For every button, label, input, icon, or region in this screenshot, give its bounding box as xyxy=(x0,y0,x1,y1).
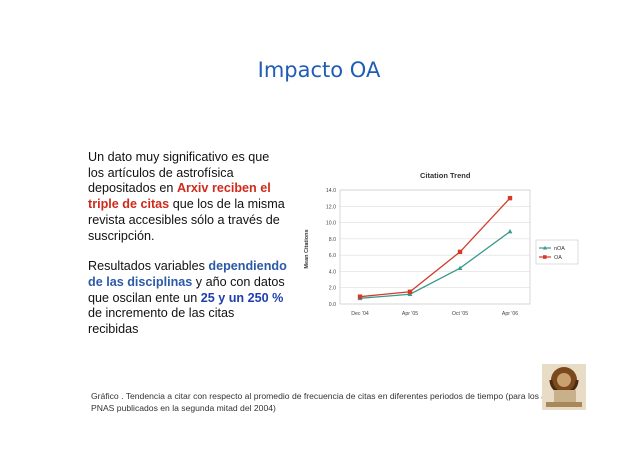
data-point-oa xyxy=(407,289,413,294)
chart-title: Citation Trend xyxy=(420,171,471,180)
plot-area: 0.0 2.0 4.0 6.0 8.0 10.0 12.0 14.0 Dec '04 Apr '0… xyxy=(326,188,531,317)
y-tick-label: 8.0 xyxy=(329,237,336,243)
series-line-noa xyxy=(359,231,511,299)
legend-box xyxy=(535,239,579,265)
plot-background xyxy=(339,189,531,305)
highlight-disciplines: dependiendo de las disciplinas xyxy=(88,259,287,289)
data-point-oa xyxy=(507,195,513,201)
chart-y-axis-label: Mean Citations xyxy=(304,229,310,268)
data-point-noa xyxy=(507,228,513,234)
x-tick-label: Apr '06 xyxy=(502,311,518,317)
y-tick-label: 6.0 xyxy=(329,253,336,259)
y-tick-label: 2.0 xyxy=(329,286,336,292)
paragraph-results: Resultados variables dependiendo de las … xyxy=(88,259,288,338)
data-point-oa xyxy=(457,249,463,255)
x-tick-label: Oct '05 xyxy=(452,311,468,317)
y-tick-label: 14.0 xyxy=(326,188,336,194)
y-tick-label: 12.0 xyxy=(326,204,336,210)
citation-trend-chart: Citation Trend Mean Citations 0.0 2.0 4.0 6… xyxy=(298,162,586,332)
legend-label-noa: nOA xyxy=(554,246,565,252)
y-tick-label: 4.0 xyxy=(329,269,336,275)
highlight-arxiv: Arxiv reciben el triple de citas xyxy=(88,181,271,212)
paragraph-results-mid: y año con datos que oscilan ente un xyxy=(88,274,285,305)
paragraph-arxiv: Un dato muy significativo es que los art… xyxy=(88,150,288,244)
paragraph-results-end: de incremento de las citas recibidas xyxy=(88,306,235,337)
institution-logo-icon xyxy=(534,360,590,416)
body-text: Un dato muy significativo es que los art… xyxy=(88,150,288,353)
series-line-oa xyxy=(359,197,511,298)
highlight-percent: 25 y un 250 % xyxy=(200,290,284,305)
data-point-oa xyxy=(357,294,363,299)
paragraph-arxiv-end: que los de la misma revista accesibles s… xyxy=(88,197,285,243)
chart-svg: Citation Trend Mean Citations 0.0 2.0 4.0 6… xyxy=(304,171,579,317)
legend-marker-oa xyxy=(543,255,547,259)
y-tick-label: 10.0 xyxy=(326,221,336,227)
paragraph-results-intro: Resultados variables xyxy=(88,259,209,274)
chart-legend: nOA OA xyxy=(535,239,579,265)
paragraph-arxiv-intro: Un dato muy significativo es que los art… xyxy=(88,150,270,196)
slide-title: Impacto OA xyxy=(257,58,381,82)
legend-label-oa: OA xyxy=(554,255,562,261)
figure-caption: Gráfico . Tendencia a citar con respecto… xyxy=(91,391,586,413)
x-tick-label: Apr '05 xyxy=(402,311,418,317)
y-tick-label: 0.0 xyxy=(329,302,336,308)
legend-marker-noa xyxy=(543,245,547,250)
data-point-noa xyxy=(457,265,463,270)
x-tick-label: Dec '04 xyxy=(351,311,369,317)
